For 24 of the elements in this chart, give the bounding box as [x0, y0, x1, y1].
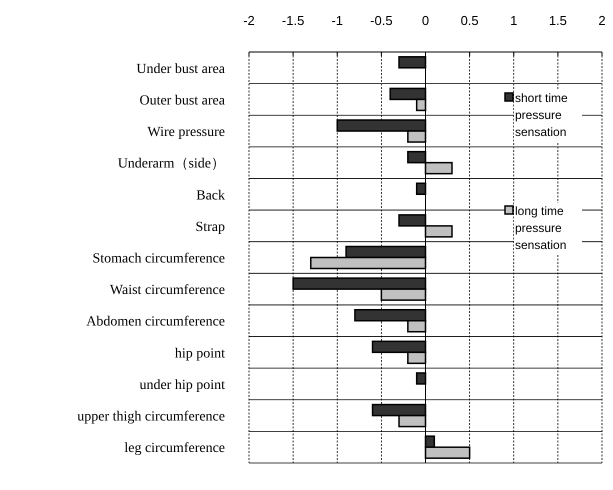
x-tick-label: -2 — [243, 13, 255, 28]
y-tick-label: Outer bust area — [139, 93, 226, 108]
y-tick-label: Under bust area — [136, 62, 226, 77]
legend-label: long time pressure sensation — [515, 204, 566, 252]
x-tick-label: -1 — [331, 13, 344, 28]
y-tick-label: Stomach circumference — [92, 252, 225, 266]
x-tick-label: 1 — [510, 13, 518, 28]
x-tick-label: 0 — [422, 13, 430, 28]
y-tick-label: Strap — [195, 220, 225, 235]
y-tick-label: upper thigh circumference — [77, 410, 225, 425]
y-tick-label: Waist circumference — [110, 283, 225, 298]
legend-label: short time pressure sensation — [515, 91, 568, 139]
x-tick-label: -1.5 — [282, 13, 304, 28]
y-tick-label: under hip point — [139, 378, 226, 393]
y-tick-label: Abdomen circumference — [86, 314, 225, 330]
x-tick-label: -0.5 — [370, 13, 393, 28]
y-tick-label: hip point — [174, 346, 226, 362]
y-tick-label: Back — [196, 188, 225, 204]
x-tick-label: 2 — [598, 13, 606, 28]
x-tick-label: 1.5 — [548, 13, 567, 28]
y-tick-label: Underarm（side） — [118, 156, 225, 172]
x-tick-label: 0.5 — [460, 13, 479, 28]
y-tick-label: leg circumference — [124, 441, 225, 456]
y-tick-label: Wire pressure — [147, 125, 225, 140]
